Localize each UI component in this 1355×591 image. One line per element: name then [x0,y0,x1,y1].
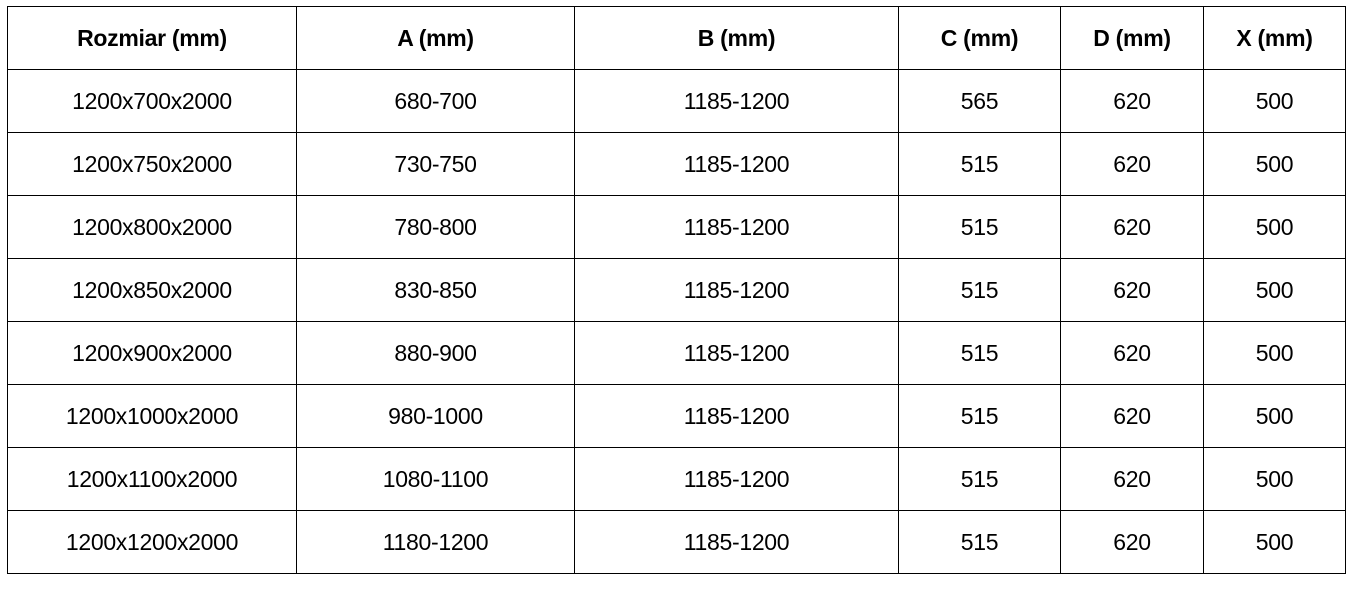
table-cell: 565 [898,69,1061,133]
table-cell: 1185-1200 [574,510,899,574]
table-cell: 515 [898,447,1061,511]
table-cell: 880-900 [296,321,575,385]
table-cell: 500 [1203,195,1346,259]
table-cell: 1200x1000x2000 [7,384,297,448]
table-row: 1200x850x2000 830-850 1185-1200 515 620 500 [7,258,1346,322]
table-cell: 500 [1203,132,1346,196]
table-cell: 1185-1200 [574,321,899,385]
table-cell: 1185-1200 [574,258,899,322]
table-cell: 500 [1203,447,1346,511]
table-cell: 730-750 [296,132,575,196]
table-cell: 620 [1060,258,1204,322]
table-cell: 1185-1200 [574,69,899,133]
table-row: 1200x900x2000 880-900 1185-1200 515 620 500 [7,321,1346,385]
table-cell: 620 [1060,195,1204,259]
table-row: 1200x800x2000 780-800 1185-1200 515 620 500 [7,195,1346,259]
column-header: Rozmiar (mm) [7,6,297,70]
table-cell: 680-700 [296,69,575,133]
table-row: 1200x700x2000 680-700 1185-1200 565 620 500 [7,69,1346,133]
table-cell: 1185-1200 [574,132,899,196]
table-cell: 515 [898,510,1061,574]
table-cell: 500 [1203,321,1346,385]
table-cell: 830-850 [296,258,575,322]
table-cell: 500 [1203,510,1346,574]
table-cell: 515 [898,384,1061,448]
table-cell: 1200x700x2000 [7,69,297,133]
dimensions-table: Rozmiar (mm) A (mm) B (mm) C (mm) D (mm) X (m… [7,6,1346,574]
table-cell: 780-800 [296,195,575,259]
table-cell: 500 [1203,384,1346,448]
table-cell: 500 [1203,258,1346,322]
table-cell: 620 [1060,132,1204,196]
table-cell: 1185-1200 [574,447,899,511]
column-header: X (mm) [1203,6,1346,70]
table-cell: 1185-1200 [574,384,899,448]
table-row: 1200x1000x2000 980-1000 1185-1200 515 620 500 [7,384,1346,448]
table-row: 1200x1100x2000 1080-1100 1185-1200 515 620 50… [7,447,1346,511]
column-header: B (mm) [574,6,899,70]
table-cell: 1200x850x2000 [7,258,297,322]
column-header: D (mm) [1060,6,1204,70]
table-cell: 1200x1200x2000 [7,510,297,574]
table-cell: 620 [1060,447,1204,511]
table-cell: 515 [898,321,1061,385]
table-cell: 980-1000 [296,384,575,448]
table-cell: 620 [1060,321,1204,385]
table-cell: 620 [1060,510,1204,574]
table-cell: 1200x1100x2000 [7,447,297,511]
table-cell: 515 [898,258,1061,322]
column-header: A (mm) [296,6,575,70]
table-cell: 620 [1060,384,1204,448]
table-cell: 1080-1100 [296,447,575,511]
table-cell: 1185-1200 [574,195,899,259]
table-row: 1200x1200x2000 1180-1200 1185-1200 515 620 50… [7,510,1346,574]
table-cell: 620 [1060,69,1204,133]
table-cell: 1180-1200 [296,510,575,574]
table-cell: 515 [898,132,1061,196]
table-cell: 1200x800x2000 [7,195,297,259]
table-cell: 515 [898,195,1061,259]
table-row: 1200x750x2000 730-750 1185-1200 515 620 500 [7,132,1346,196]
table-cell: 500 [1203,69,1346,133]
table-cell: 1200x750x2000 [7,132,297,196]
column-header: C (mm) [898,6,1061,70]
table-cell: 1200x900x2000 [7,321,297,385]
header-row: Rozmiar (mm) A (mm) B (mm) C (mm) D (mm) X (m… [7,6,1346,70]
